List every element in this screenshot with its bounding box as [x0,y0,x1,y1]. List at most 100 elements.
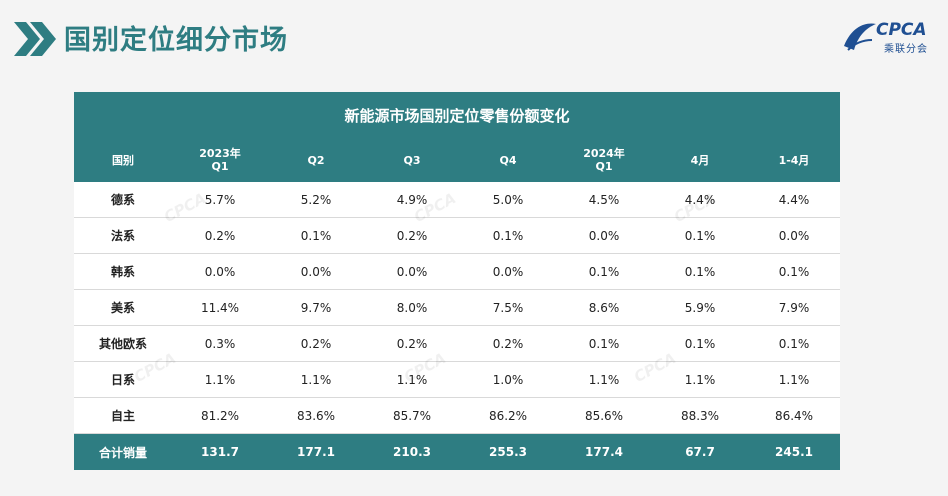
column-header-line2: Q1 [211,160,229,173]
table-row: 德系 5.7% 5.2% 4.9% 5.0% 4.5% 4.4% 4.4% [74,182,841,218]
table-title-row: 新能源市场国别定位零售份额变化 [74,92,841,138]
column-header-line2: 4月 [690,153,710,167]
table-cell: 0.1% [748,325,841,362]
table-cell: 5.7% [172,182,268,218]
cpca-logo: CPCA 乘联分会 [842,20,938,56]
row-label: 日系 [74,361,172,398]
double-chevron-right-icon [14,22,56,56]
column-header-line2: 1-4月 [778,153,810,167]
table-cell: 1.1% [268,361,364,398]
table-cell: 1.1% [364,361,460,398]
table-cell: 8.0% [364,289,460,326]
table-cell: 1.1% [172,361,268,398]
row-label: 德系 [74,182,172,218]
total-cell: 177.4 [556,433,652,470]
table-cell: 0.2% [172,217,268,254]
table-cell: 83.6% [268,397,364,434]
table-cell: 85.6% [556,397,652,434]
table-cell: 0.2% [364,217,460,254]
total-label: 合计销量 [74,433,172,470]
row-label: 自主 [74,397,172,434]
table-cell: 0.1% [460,217,556,254]
logo-text: CPCA [876,20,927,40]
share-table-container: 新能源市场国别定位零售份额变化 国别 2023年 Q1 Q2 Q3 Q4 2024年 Q1 4月… [74,92,841,470]
table-cell: 0.1% [652,253,748,290]
row-label: 其他欧系 [74,325,172,362]
total-cell: 131.7 [172,433,268,470]
table-title: 新能源市场国别定位零售份额变化 [74,92,841,138]
column-header-line1: 2024年 [583,147,625,160]
total-cell: 245.1 [748,433,841,470]
table-cell: 7.5% [460,289,556,326]
table-cell: 1.1% [652,361,748,398]
table-cell: 7.9% [748,289,841,326]
table-cell: 0.0% [748,217,841,254]
row-label: 法系 [74,217,172,254]
table-row: 自主 81.2% 83.6% 85.7% 86.2% 85.6% 88.3% 86.4% [74,397,841,434]
table-cell: 4.4% [652,182,748,218]
table-cell: 11.4% [172,289,268,326]
column-header: 2024年 Q1 [556,138,652,182]
column-header-line1: 国别 [112,153,134,167]
table-cell: 86.4% [748,397,841,434]
table-header-row: 国别 2023年 Q1 Q2 Q3 Q4 2024年 Q1 4月 1-4月 [74,138,841,182]
column-header-line1: 2023年 [199,147,241,160]
column-header: 1-4月 [748,138,841,182]
table-cell: 5.0% [460,182,556,218]
column-header: 2023年 Q1 [172,138,268,182]
table-cell: 0.0% [460,253,556,290]
page-header: 国别定位细分市场 CPCA 乘联分会 [0,0,948,70]
table-cell: 1.1% [748,361,841,398]
table-cell: 1.0% [460,361,556,398]
page-title: 国别定位细分市场 [64,25,288,56]
table-cell: 0.1% [748,253,841,290]
table-cell: 0.2% [364,325,460,362]
column-header-line2: Q3 [403,153,421,167]
total-cell: 67.7 [652,433,748,470]
table-cell: 0.2% [268,325,364,362]
row-label: 韩系 [74,253,172,290]
column-header: Q3 [364,138,460,182]
table-cell: 4.5% [556,182,652,218]
table-cell: 5.9% [652,289,748,326]
table-cell: 4.4% [748,182,841,218]
table-cell: 0.1% [268,217,364,254]
table-row: 其他欧系 0.3% 0.2% 0.2% 0.2% 0.1% 0.1% 0.1% [74,325,841,362]
column-header-line2: Q2 [307,153,325,167]
table-cell: 85.7% [364,397,460,434]
table-cell: 0.1% [556,253,652,290]
total-cell: 255.3 [460,433,556,470]
logo-subtext: 乘联分会 [884,44,928,55]
table-cell: 88.3% [652,397,748,434]
column-header-line2: Q1 [595,160,613,173]
table-row: 美系 11.4% 9.7% 8.0% 7.5% 8.6% 5.9% 7.9% [74,289,841,326]
table-row: 韩系 0.0% 0.0% 0.0% 0.0% 0.1% 0.1% 0.1% [74,253,841,290]
table-cell: 5.2% [268,182,364,218]
cpca-swoosh-icon [844,23,876,51]
total-cell: 177.1 [268,433,364,470]
table-cell: 86.2% [460,397,556,434]
column-header: 国别 [74,138,172,182]
share-table: 新能源市场国别定位零售份额变化 国别 2023年 Q1 Q2 Q3 Q4 2024年 Q1 4月… [74,92,841,470]
table-cell: 8.6% [556,289,652,326]
table-cell: 0.0% [172,253,268,290]
row-label: 美系 [74,289,172,326]
table-row: 日系 1.1% 1.1% 1.1% 1.0% 1.1% 1.1% 1.1% [74,361,841,398]
total-row: 合计销量 131.7 177.1 210.3 255.3 177.4 67.7 245.1 [74,433,841,470]
column-header: Q4 [460,138,556,182]
table-cell: 9.7% [268,289,364,326]
table-cell: 0.0% [556,217,652,254]
table-cell: 0.0% [364,253,460,290]
table-cell: 0.0% [268,253,364,290]
table-cell: 0.2% [460,325,556,362]
column-header-line2: Q4 [499,153,517,167]
table-cell: 0.1% [652,217,748,254]
table-row: 法系 0.2% 0.1% 0.2% 0.1% 0.0% 0.1% 0.0% [74,217,841,254]
table-cell: 81.2% [172,397,268,434]
table-cell: 1.1% [556,361,652,398]
column-header: Q2 [268,138,364,182]
table-cell: 0.1% [556,325,652,362]
table-cell: 4.9% [364,182,460,218]
table-cell: 0.1% [652,325,748,362]
total-cell: 210.3 [364,433,460,470]
